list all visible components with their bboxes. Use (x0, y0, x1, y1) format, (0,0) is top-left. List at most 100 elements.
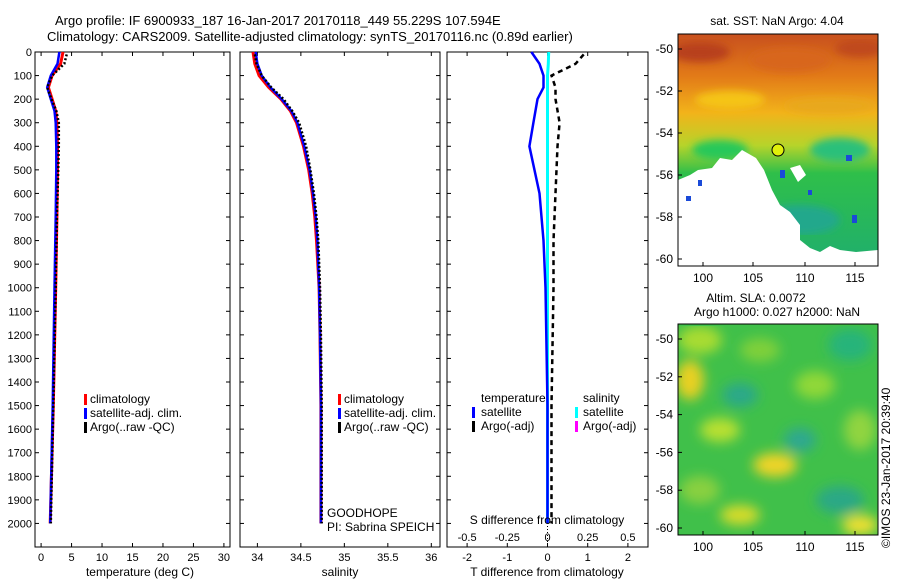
map-lat-label: -56 (656, 445, 674, 459)
map-lat-label: -54 (656, 408, 674, 422)
legend-swatch-temp-satellite (472, 407, 475, 418)
depth-tick-label: 800 (14, 236, 32, 248)
sst-map-frame (677, 33, 879, 267)
map-lon-label: 115 (845, 271, 864, 285)
depth-tick-label: 2000 (8, 518, 32, 530)
difference-legend: temperature salinity satellite Argo(-adj… (472, 391, 636, 433)
legend-swatch-sal-argo (575, 421, 578, 432)
depth-tick-label: 400 (14, 141, 32, 153)
sla-map: Altim. SLA: 0.0072 Argo h1000: 0.027 h20… (656, 291, 879, 554)
legend-swatch-climatology (338, 394, 341, 405)
temperature-diff-argo-line (549, 53, 585, 524)
salinity-axes: 34 34.5 35 35.5 36 (240, 51, 440, 564)
legend-header-temperature: temperature (481, 391, 546, 405)
depth-tick-label: 500 (14, 165, 32, 177)
map-lon-label: 115 (845, 540, 864, 554)
depth-tick-label: 700 (14, 212, 32, 224)
map-lat-label: -60 (656, 521, 674, 535)
sst-map-ticks: 100 105 110 115 -50 -52 -54 -56 -58 -60 (656, 42, 865, 285)
depth-tick-label: 0 (26, 47, 32, 59)
x-tick-label: 10 (96, 552, 108, 564)
sla-map-ticks: 100 105 110 115 -50 -52 -54 -56 -58 -60 (656, 332, 865, 554)
x-tick-label: 36 (425, 552, 437, 564)
sst-map-title: sat. SST: NaN Argo: 4.04 (710, 14, 844, 28)
sst-cold-patches (686, 155, 857, 223)
argo-position-marker (771, 143, 785, 157)
depth-tick-label: 1600 (8, 424, 32, 436)
difference-top-label: S difference from climatology (470, 513, 625, 527)
legend-header-salinity: salinity (583, 391, 620, 405)
x-tick-label: 5 (69, 552, 75, 564)
legend-label-temp-satellite: satellite (481, 405, 522, 419)
legend-label-sal-argo: Argo(-adj) (583, 419, 636, 433)
map-lat-label: -60 (656, 252, 674, 266)
temperature-plot-frame (34, 51, 231, 548)
depth-tick-label: 1200 (8, 330, 32, 342)
legend-swatch-temp-argo (472, 421, 475, 432)
legend-swatch-sal-satellite (575, 407, 578, 418)
x-tick-label: 35 (338, 552, 350, 564)
depth-tick-label: 1000 (8, 283, 32, 295)
temperature-panel: 0100200300400500600700800900100011001200… (8, 47, 231, 579)
temperature-diff-satellite-line (528, 51, 549, 524)
map-lon-label: 100 (693, 271, 713, 285)
top-tick-label: -0.25 (495, 532, 520, 544)
depth-tick-label: 1100 (8, 306, 32, 318)
legend-swatch-climatology (84, 394, 87, 405)
x-tick-label: 34 (251, 552, 263, 564)
x-tick-label: 35.5 (377, 552, 398, 564)
sst-map: sat. SST: NaN Argo: 4.04 (656, 14, 879, 285)
map-lon-label: 105 (743, 271, 763, 285)
legend-swatch-satellite-adj (338, 408, 341, 419)
map-lon-label: 110 (795, 271, 814, 285)
difference-series (528, 51, 585, 547)
difference-x-label: T difference from climatology (470, 565, 624, 579)
legend-label-temp-argo: Argo(-adj) (481, 419, 534, 433)
x-tick-label: -1 (502, 552, 512, 564)
temperature-series (45, 51, 68, 524)
depth-tick-label: 900 (14, 259, 32, 271)
depth-tick-label: 1400 (8, 377, 32, 389)
figure-title-line1: Argo profile: IF 6900933_187 16-Jan-2017… (55, 13, 501, 28)
x-tick-label: 25 (187, 552, 199, 564)
top-tick-label: 0.25 (577, 532, 598, 544)
depth-tick-label: 600 (14, 188, 32, 200)
legend-label-climatology: climatology (344, 392, 404, 406)
x-tick-label: 34.5 (290, 552, 311, 564)
map-lon-label: 105 (743, 540, 763, 554)
depth-tick-label: 1700 (8, 448, 32, 460)
imos-credit: ©IMOS 23-Jan-2017 20:39:40 (879, 387, 893, 548)
salinity-plot-frame (239, 51, 441, 548)
depth-tick-label: 100 (14, 71, 32, 83)
sla-map-title-line1: Altim. SLA: 0.0072 (706, 291, 806, 305)
sst-missing-data (678, 150, 878, 266)
depth-tick-label: 1800 (8, 471, 32, 483)
depth-tick-label: 1300 (8, 353, 32, 365)
depth-tick-label: 200 (14, 94, 32, 106)
temperature-x-label: temperature (deg C) (86, 565, 194, 579)
x-tick-label: 20 (157, 552, 169, 564)
project-label: GOODHOPE (327, 506, 398, 520)
x-tick-label: 1 (585, 552, 591, 564)
salinity-argo-line (253, 54, 323, 524)
x-tick-label: 0 (38, 552, 44, 564)
x-tick-label: 0 (544, 552, 550, 564)
legend-swatch-satellite-adj (84, 408, 87, 419)
x-tick-label: 30 (218, 552, 230, 564)
top-tick-label: 0.5 (620, 532, 635, 544)
sla-map-frame (677, 323, 879, 536)
legend-label-sal-satellite: satellite (583, 405, 624, 419)
legend-label-argo: Argo(..raw -QC) (90, 420, 175, 434)
legend-label-climatology: climatology (90, 392, 150, 406)
map-lat-label: -50 (656, 42, 674, 56)
map-lat-label: -52 (656, 370, 674, 384)
map-lat-label: -58 (656, 210, 674, 224)
pi-label: PI: Sabrina SPEICH (327, 520, 434, 534)
x-tick-label: 2 (625, 552, 631, 564)
x-tick-label: -2 (462, 552, 472, 564)
depth-tick-label: 300 (14, 118, 32, 130)
sst-texture (678, 39, 878, 235)
